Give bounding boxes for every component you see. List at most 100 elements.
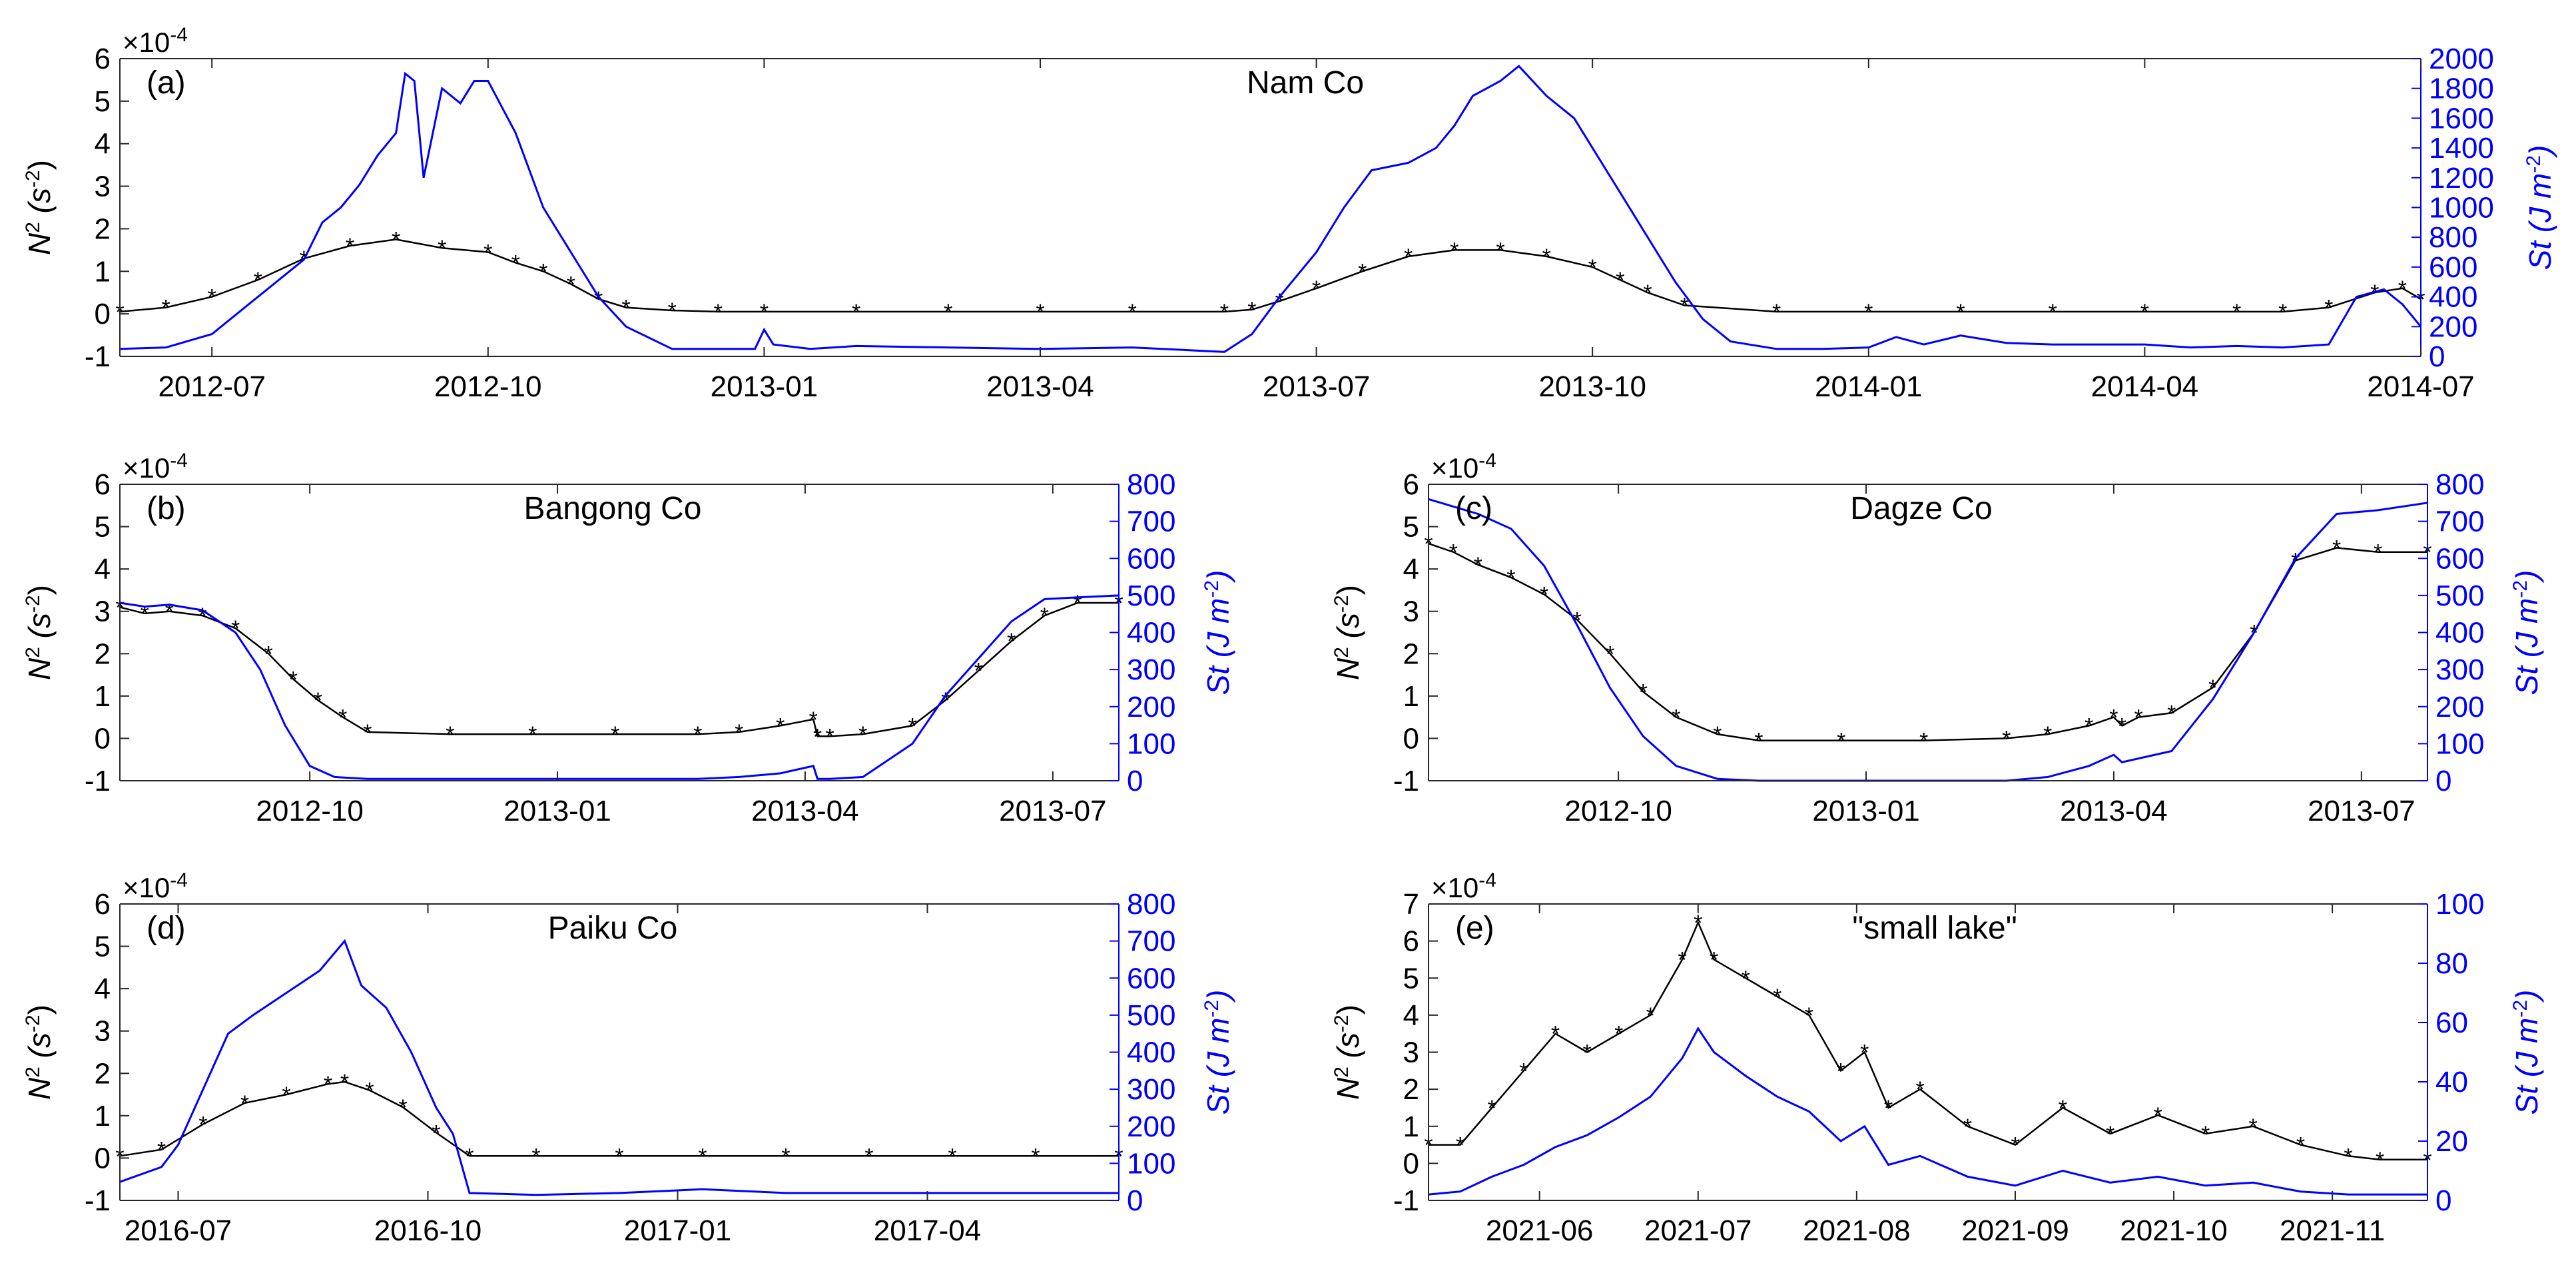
st-series-line-b <box>119 594 1120 780</box>
x-tick-label: 2021-06 <box>1486 1214 1593 1247</box>
n2-marker: * <box>1588 255 1597 280</box>
x-tick-label: 2017-04 <box>874 1214 981 1247</box>
y-right-label-base: St (J m <box>2509 598 2544 695</box>
y-left-tick-label: 7 <box>1403 888 1419 921</box>
y-left-label-close: ) <box>22 585 57 595</box>
y-left-tick-label: -1 <box>1393 1184 1419 1217</box>
n2-marker: * <box>1128 300 1137 325</box>
y-left-axis-label: N2 (s-2) <box>22 1005 57 1100</box>
n2-marker: * <box>1919 729 1928 754</box>
n2-marker: * <box>1836 1059 1845 1084</box>
y-left-tick-label: -1 <box>85 765 111 797</box>
n2-marker: * <box>1582 1041 1591 1066</box>
y-left-label-unit-sup: -2 <box>22 1015 44 1033</box>
y-right-label-close: ) <box>2523 145 2557 159</box>
y-right-tick-label: 700 <box>2435 506 2484 538</box>
n2-marker: * <box>1963 1114 1972 1140</box>
y-right-label-close: ) <box>2509 990 2544 1003</box>
y-right-tick-label: 100 <box>2435 888 2484 921</box>
x-tick-label: 2021-10 <box>2120 1214 2227 1247</box>
n2-marker: * <box>1915 1077 1924 1102</box>
panel-title: Nam Co <box>1247 65 1364 101</box>
n2-marker: * <box>1496 238 1504 263</box>
n2-marker: * <box>1864 300 1873 325</box>
n2-marker: * <box>141 602 149 627</box>
n2-marker: * <box>1646 1003 1655 1029</box>
y-left-exponent: ×10-4 <box>1431 869 1496 903</box>
y-right-tick-label: 100 <box>2435 727 2484 760</box>
y-right-tick-label: 0 <box>1127 765 1143 797</box>
n2-marker: * <box>809 707 818 733</box>
n2-marker: * <box>1551 1022 1560 1047</box>
y-left-tick-label: 2 <box>95 1057 111 1090</box>
y-right-tick-label: 800 <box>2435 468 2484 501</box>
n2-marker: * <box>2291 548 2300 574</box>
y-right-tick-label: 500 <box>2435 580 2484 612</box>
y-left-tick-label: 1 <box>95 1100 111 1132</box>
panel-label: (b) <box>147 491 186 526</box>
n2-marker: * <box>1450 238 1458 263</box>
n2-marker: * <box>282 1082 290 1108</box>
n2-marker: * <box>2154 1103 2162 1128</box>
y-left-tick-label: 0 <box>95 298 111 330</box>
y-right-tick-label: 400 <box>2435 617 2484 649</box>
exponent-sup: -4 <box>170 24 188 46</box>
n2-marker: * <box>858 722 867 747</box>
n2-marker: * <box>2011 1133 2019 1158</box>
panel-label: (d) <box>147 911 186 946</box>
y-left-label-base: N <box>22 1077 57 1100</box>
y-left-tick-label: 0 <box>95 722 111 755</box>
y-right-tick-label: 40 <box>2435 1066 2468 1098</box>
n2-marker: * <box>2201 1122 2210 1147</box>
exponent-base: ×10 <box>1431 872 1478 903</box>
x-tick-label: 2013-07 <box>999 795 1106 827</box>
n2-marker: * <box>165 600 174 625</box>
n2-marker: * <box>346 234 354 259</box>
x-tick-label: 2013-01 <box>711 370 818 403</box>
n2-marker: * <box>2140 300 2149 325</box>
n2-marker: * <box>2002 726 2011 751</box>
n2-marker: * <box>1710 947 1718 973</box>
y-left-label-sup: 2 <box>22 222 44 233</box>
y-left-label-close: ) <box>1331 1005 1365 1015</box>
n2-marker: * <box>1616 268 1624 293</box>
y-left-label-base: N <box>22 657 57 680</box>
n2-marker: * <box>621 296 630 321</box>
y-left-tick-label: 5 <box>95 85 111 118</box>
n2-marker: * <box>2398 276 2407 302</box>
n2-marker: * <box>157 1138 166 1163</box>
y-right-axis-label: St (J m-2) <box>1201 570 1235 695</box>
y-left-label-sup: 2 <box>1331 1067 1353 1078</box>
n2-marker: * <box>1358 259 1367 284</box>
n2-marker: * <box>1542 244 1550 270</box>
exponent-base: ×10 <box>123 27 170 58</box>
panel-label: (e) <box>1455 911 1494 946</box>
y-right-label-close: ) <box>2509 570 2544 584</box>
n2-series-line-e <box>1429 920 2427 1161</box>
y-right-tick-label: 200 <box>1127 1110 1175 1143</box>
n2-marker: * <box>1713 722 1722 747</box>
n2-marker: * <box>698 1144 707 1169</box>
n2-marker: * <box>1773 985 1781 1010</box>
n2-marker: * <box>852 300 860 325</box>
y-left-exponent: ×10-4 <box>123 869 188 903</box>
y-left-tick-label: 0 <box>1403 722 1419 755</box>
y-right-tick-label: 800 <box>2429 221 2477 254</box>
n2-marker: * <box>2134 705 2142 731</box>
n2-marker: * <box>438 236 446 261</box>
n2-marker: * <box>941 688 950 713</box>
n2-marker: * <box>2109 705 2118 731</box>
n2-marker: * <box>432 1120 440 1146</box>
y-right-tick-label: 300 <box>2435 653 2484 686</box>
y-right-tick-label: 200 <box>2429 310 2477 343</box>
x-tick-label: 2014-07 <box>2367 370 2474 403</box>
exponent-base: ×10 <box>1431 452 1478 484</box>
y-right-tick-label: 400 <box>2429 281 2477 314</box>
n2-marker: * <box>324 1072 332 1097</box>
y-left-tick-label: 3 <box>1403 596 1419 628</box>
n2-marker: * <box>1007 629 1016 654</box>
y-right-tick-label: 100 <box>1127 1147 1175 1180</box>
y-left-tick-label: 5 <box>1403 962 1419 995</box>
y-left-label-close: ) <box>22 1005 57 1015</box>
n2-marker: * <box>615 1144 623 1169</box>
